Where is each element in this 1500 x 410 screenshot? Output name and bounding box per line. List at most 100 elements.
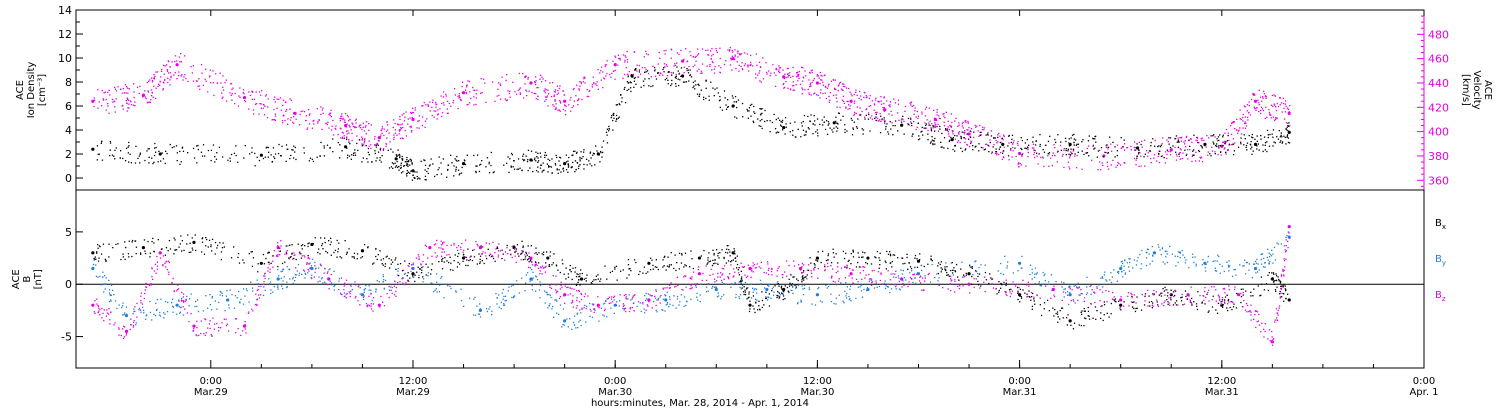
density-point (346, 138, 348, 141)
velocity-point (335, 128, 337, 130)
by-point (250, 281, 252, 283)
by-point (770, 297, 772, 299)
density-point (447, 168, 449, 171)
velocity-point (564, 110, 566, 112)
density-point (677, 70, 679, 72)
by-point (325, 282, 327, 285)
density-point (842, 115, 844, 117)
bx-point (330, 241, 332, 243)
velocity-point (796, 74, 799, 76)
density-point (1175, 135, 1178, 137)
velocity-point (614, 55, 616, 57)
velocity-point (234, 103, 236, 105)
bx-point (890, 262, 892, 264)
by-point (643, 312, 646, 314)
velocity-point (868, 97, 871, 100)
density-point (579, 158, 581, 160)
velocity-point (1119, 164, 1122, 166)
velocity-point (1161, 143, 1163, 145)
by-point (1074, 302, 1076, 304)
density-point (135, 145, 137, 147)
bx-point (908, 262, 910, 264)
by-point (1101, 276, 1103, 278)
bx-point (117, 243, 119, 245)
velocity-point (807, 88, 809, 90)
density-point (667, 83, 669, 85)
velocity-point (385, 130, 387, 133)
by-point (817, 288, 819, 290)
by-point (802, 288, 804, 290)
velocity-point (1112, 159, 1114, 162)
velocity-point (154, 75, 156, 77)
density-point (612, 119, 614, 122)
velocity-point (808, 92, 810, 94)
by-point (309, 262, 311, 264)
velocity-point (386, 121, 388, 123)
velocity-point (981, 128, 984, 131)
bx-point (300, 257, 303, 259)
density-point (626, 89, 628, 92)
velocity-point (817, 94, 819, 97)
velocity-point (968, 145, 971, 148)
velocity-point (508, 92, 511, 95)
density-point (692, 81, 694, 84)
density-point (1071, 153, 1073, 155)
bx-point (957, 276, 959, 278)
velocity-point (701, 72, 703, 74)
velocity-point (1191, 155, 1194, 158)
density-point (1097, 150, 1100, 152)
velocity-point (824, 85, 827, 88)
by-point (929, 281, 932, 283)
velocity-point (1277, 105, 1280, 108)
velocity-point (966, 129, 968, 131)
velocity-point (266, 117, 269, 119)
bx-point (739, 280, 741, 283)
by-point (814, 304, 817, 306)
by-point (754, 298, 757, 300)
density-point (910, 118, 912, 120)
density-point (749, 104, 752, 106)
bx-point (1233, 303, 1235, 305)
bx-point (1278, 293, 1281, 295)
density-anchor-point (1287, 130, 1291, 134)
velocity-point (828, 83, 830, 85)
density-axis-label-line: ACE (15, 80, 26, 100)
density-point (616, 104, 618, 106)
density-point (1269, 133, 1271, 136)
velocity-point (354, 119, 357, 121)
by-point (108, 292, 111, 294)
velocity-point (174, 72, 176, 74)
velocity-point (169, 66, 171, 68)
velocity-point (107, 91, 109, 93)
by-point (403, 283, 405, 285)
velocity-point (822, 84, 825, 86)
density-point (278, 143, 280, 146)
density-point (1060, 149, 1062, 151)
velocity-point (1223, 141, 1225, 143)
bx-point (356, 258, 358, 260)
density-point (536, 156, 538, 158)
bx-point (946, 271, 948, 274)
bx-point (793, 276, 795, 278)
bx-point (1156, 301, 1158, 303)
density-point (567, 163, 569, 166)
density-point (805, 134, 807, 136)
velocity-point (125, 92, 127, 94)
density-point (1122, 146, 1124, 148)
density-point (416, 178, 419, 180)
density-point (588, 160, 590, 162)
velocity-point (913, 104, 915, 107)
by-point (1120, 261, 1122, 263)
density-point (823, 116, 825, 118)
velocity-point (348, 124, 350, 126)
bx-point (174, 239, 176, 241)
by-point (1102, 286, 1104, 288)
density-point (703, 96, 705, 98)
velocity-point (1158, 150, 1160, 152)
bx-point (1221, 301, 1223, 303)
velocity-point (853, 102, 855, 104)
by-point (295, 274, 297, 276)
velocity-tick-label: 460 (1428, 53, 1449, 66)
density-point (411, 163, 413, 165)
by-point (121, 306, 123, 309)
